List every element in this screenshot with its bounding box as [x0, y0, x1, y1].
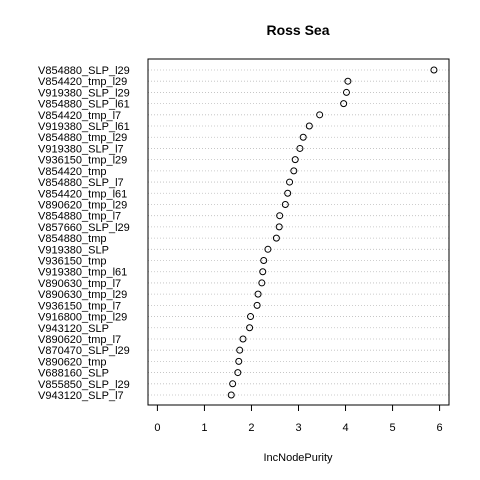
x-tick-label: 6 — [437, 422, 443, 434]
y-label: V854880_SLP_l61 — [38, 99, 130, 111]
y-label: V936150_tmp — [38, 256, 107, 268]
y-label: V854420_tmp — [38, 166, 107, 178]
data-point — [290, 167, 298, 175]
y-label: V854880_SLP_l7 — [38, 177, 124, 189]
y-axis-labels: V854880_SLP_l29V854420_tmp_l29V919380_SL… — [38, 65, 130, 402]
y-label: V890630_tmp_l7 — [38, 278, 121, 290]
data-points — [227, 66, 438, 399]
data-point — [272, 234, 280, 242]
data-point — [264, 245, 272, 253]
x-tick-label: 5 — [390, 422, 396, 434]
plot-frame — [147, 58, 450, 406]
grid-lines — [148, 69, 449, 396]
data-point — [234, 369, 242, 377]
data-point — [254, 290, 262, 298]
y-label: V854880_SLP_l29 — [38, 65, 130, 77]
data-point — [284, 189, 292, 197]
x-tick-label: 0 — [154, 422, 160, 434]
chart-title: Ross Sea — [266, 22, 329, 38]
data-point — [258, 279, 266, 287]
data-point — [246, 324, 254, 332]
y-label: V890630_tmp_l29 — [38, 289, 127, 301]
data-point — [344, 77, 352, 85]
data-point — [239, 335, 247, 343]
x-axis: 0 1 2 3 4 5 6 — [154, 404, 443, 434]
data-point — [260, 257, 268, 265]
y-label: V936150_tmp_l29 — [38, 155, 127, 167]
data-point — [236, 346, 244, 354]
y-label: V688160_SLP — [38, 368, 109, 380]
y-label: V943120_SLP_l7 — [38, 390, 124, 402]
x-tick-label: 2 — [248, 422, 254, 434]
x-axis-label: IncNodePurity — [263, 452, 333, 464]
x-tick-label: 4 — [342, 422, 348, 434]
y-label: V854880_tmp_l7 — [38, 211, 121, 223]
y-label: V854880_tmp_l29 — [38, 132, 127, 144]
y-label: V919380_SLP_l61 — [38, 121, 130, 133]
x-tick-label: 3 — [295, 422, 301, 434]
data-point — [286, 178, 294, 186]
y-label: V854420_tmp_l61 — [38, 188, 127, 200]
data-point — [235, 357, 243, 365]
y-label: V890620_tmp_l7 — [38, 334, 121, 346]
data-point — [229, 380, 237, 388]
data-point — [430, 66, 438, 74]
data-point — [296, 144, 304, 152]
data-point — [247, 313, 255, 321]
data-point — [291, 156, 299, 164]
data-point — [276, 212, 284, 220]
y-label: V943120_SLP — [38, 323, 109, 335]
y-label: V854420_tmp_l29 — [38, 76, 127, 88]
data-point — [316, 111, 324, 119]
y-label: V857660_SLP_l29 — [38, 222, 130, 234]
data-point — [227, 391, 235, 399]
data-point — [340, 100, 348, 108]
y-label: V870470_SLP_l29 — [38, 345, 130, 357]
data-point — [275, 223, 283, 231]
data-point — [253, 301, 261, 309]
data-point — [305, 122, 313, 130]
y-label: V919380_tmp_l61 — [38, 267, 127, 279]
y-label: V936150_tmp_l7 — [38, 300, 121, 312]
y-label: V890620_tmp — [38, 356, 107, 368]
data-point — [299, 133, 307, 141]
y-label: V854880_tmp — [38, 233, 107, 245]
y-label: V919380_SLP_l7 — [38, 143, 124, 155]
y-label: V919380_SLP_l29 — [38, 87, 130, 99]
y-label: V854420_tmp_l7 — [38, 110, 121, 122]
data-point — [281, 200, 289, 208]
y-label: V919380_SLP — [38, 244, 109, 256]
data-point — [259, 268, 267, 276]
data-point — [342, 88, 350, 96]
y-label: V855850_SLP_l29 — [38, 379, 130, 391]
y-label: V890620_tmp_l29 — [38, 199, 127, 211]
x-tick-label: 1 — [201, 422, 207, 434]
y-label: V916800_tmp_l29 — [38, 312, 127, 324]
